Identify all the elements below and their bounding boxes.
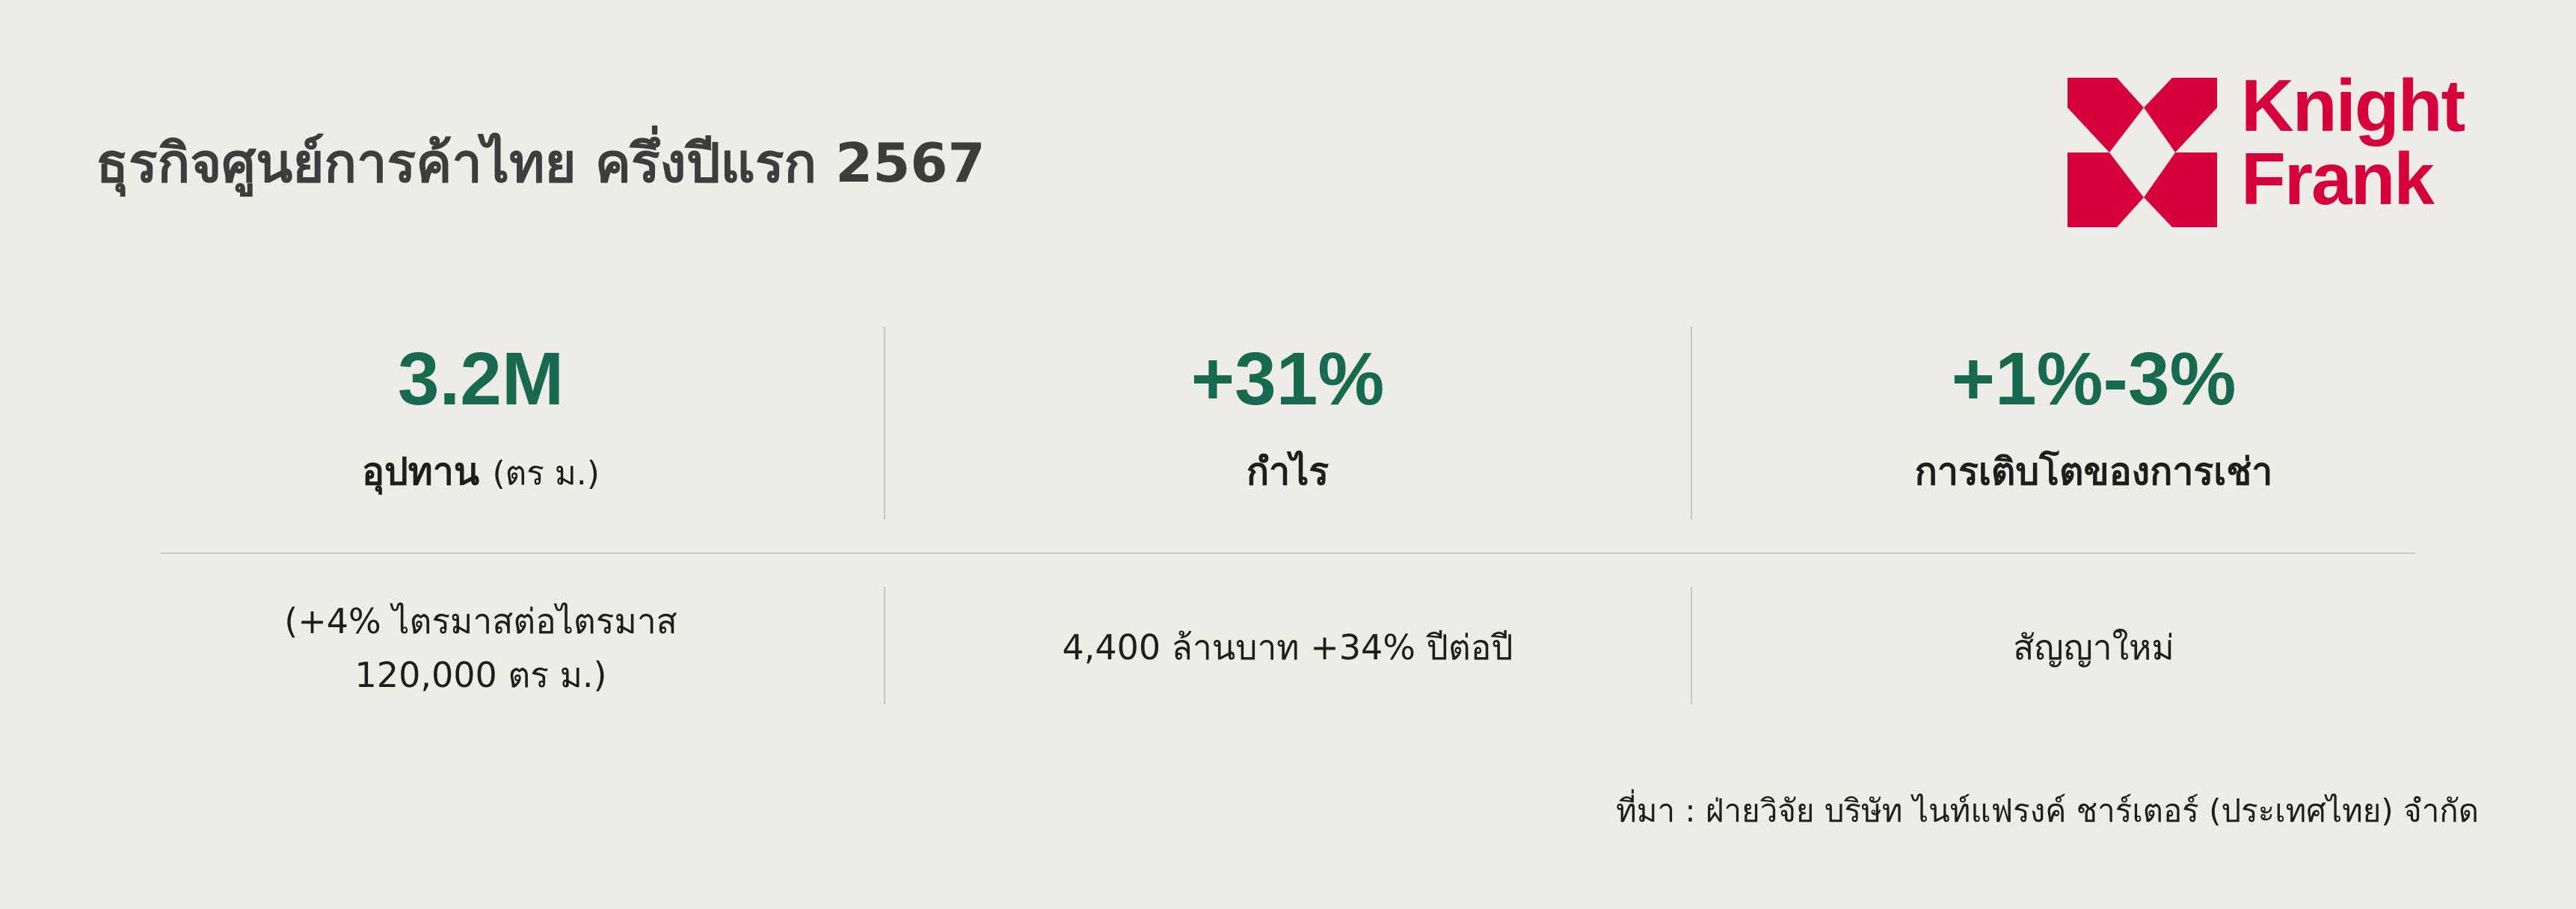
metric-label-unit: (ตร ม.) — [492, 454, 600, 493]
logo-wordmark: Knight Frank — [2241, 64, 2465, 220]
page-title: ธุรกิจศูนย์การค้าไทย ครึ่งปีแรก 2567 — [96, 132, 986, 194]
metric-value: 3.2M — [397, 337, 565, 421]
metric-rental-growth: +1%-3% การเติบโตของการเช่า — [1757, 338, 2430, 502]
metric-rental-detail: สัญญาใหม่ — [1757, 620, 2430, 674]
metric-label: กำไร — [1246, 450, 1330, 493]
detail-line: สัญญาใหม่ — [2013, 627, 2174, 668]
knight-frank-mark-icon — [2068, 78, 2217, 227]
logo-text-frank: Frank — [2241, 138, 2435, 220]
divider-vertical — [1691, 327, 1692, 520]
metric-label-text: อุปทาน — [362, 450, 480, 493]
metric-value: +31% — [1190, 337, 1385, 421]
detail-line: (+4% ไตรมาสต่อไตรมาส — [284, 601, 677, 641]
metric-label: อุปทาน (ตร ม.) — [144, 443, 817, 502]
detail-line: 4,400 ล้านบาท +34% ปีต่อปี — [1062, 627, 1513, 668]
metric-profit: +31% กำไร — [951, 338, 1624, 502]
divider-vertical — [884, 327, 885, 520]
divider-vertical — [884, 587, 885, 704]
divider-vertical — [1691, 587, 1692, 704]
divider-horizontal — [161, 552, 2415, 554]
detail-line: 120,000 ตร ม.) — [354, 655, 607, 695]
metric-supply: 3.2M อุปทาน (ตร ม.) — [144, 338, 817, 502]
knight-frank-logo: Knight Frank — [2068, 69, 2486, 227]
source-note: ที่มา : ฝ่ายวิจัย บริษัท ไนท์แฟรงค์ ชาร์… — [1616, 792, 2479, 829]
metric-label: การเติบโตของการเช่า — [1914, 450, 2273, 493]
metric-profit-detail: 4,400 ล้านบาท +34% ปีต่อปี — [951, 620, 1624, 674]
metric-supply-detail: (+4% ไตรมาสต่อไตรมาส 120,000 ตร ม.) — [144, 594, 817, 702]
metric-value: +1%-3% — [1951, 337, 2237, 421]
logo-text-knight: Knight — [2241, 64, 2465, 147]
